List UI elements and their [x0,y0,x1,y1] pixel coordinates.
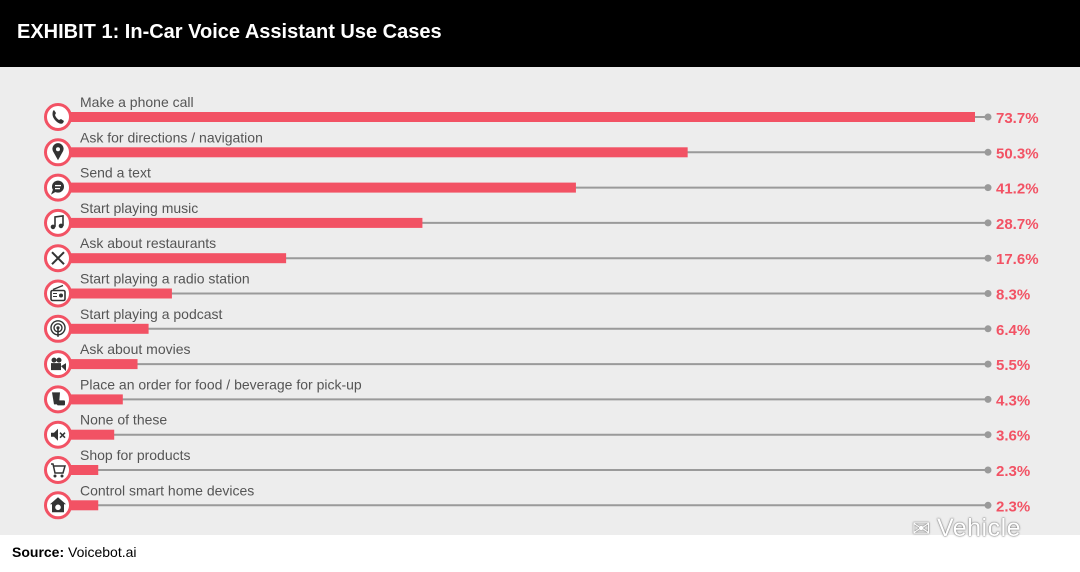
watermark-text: Vehicle [936,514,1022,542]
chart-row: 8.3% Start playing a radio station [44,271,1030,308]
track-end-dot [984,325,992,333]
wechat-icon: ✉ [912,516,931,541]
value-label: 5.5% [996,357,1030,374]
value-label: 50.3% [996,145,1039,162]
movie-camera-icon [51,357,66,372]
chart-row: 73.7% Make a phone call [44,94,1039,131]
value-label: 41.2% [996,181,1039,198]
value-label: 2.3% [996,463,1030,480]
category-label: Ask about movies [80,341,191,357]
source-note: Source: Voicebot.ai [12,544,137,560]
smart-home-icon [50,497,66,513]
value-label: 3.6% [996,428,1030,445]
bar [70,147,688,158]
value-label: 8.3% [996,287,1030,304]
chat-bubble-icon [51,180,64,195]
bar [70,182,576,193]
watermark: ✉ Vehicle [912,514,1021,543]
track-end-dot [984,219,992,227]
radio-icon [50,284,66,302]
chart-row: 41.2% Send a text [44,165,1039,202]
bar [70,323,149,334]
category-label: Make a phone call [80,94,194,110]
bar [70,465,99,475]
category-label: Ask about restaurants [80,235,216,251]
chart-row: 6.4% Start playing a podcast [44,306,1030,343]
chart-row: 50.3% Ask for directions / navigation [44,129,1039,167]
chart-row: 17.6% Ask about restaurants [44,235,1039,273]
chart-row: 5.5% Ask about movies [44,341,1030,379]
chart-row: 3.6% None of these [44,412,1030,449]
source-label: Source: [12,544,65,560]
category-label: Start playing a radio station [80,271,250,287]
value-label: 17.6% [996,251,1039,268]
category-label: None of these [80,412,167,428]
bar [70,253,287,264]
bar [70,359,138,370]
track-end-dot [984,113,992,121]
chart-row: 2.3% Control smart home devices [44,482,1030,520]
track-end-dot [984,501,992,509]
source-text: Voicebot.ai [68,544,137,560]
bar-chart: 73.7% Make a phone call 50.3% Ask for direc… [44,94,1039,520]
category-label: Shop for products [80,447,191,463]
icon-ring [44,208,72,237]
icon-ring [44,103,72,131]
category-label: Control smart home devices [80,482,254,498]
fork-knife-icon [51,251,65,265]
bar [70,288,172,299]
icon-ring [44,456,72,484]
track-end-dot [984,254,992,262]
bar [70,500,99,511]
value-label: 28.7% [996,216,1039,233]
value-label: 6.4% [996,322,1030,339]
chart-row: 28.7% Start playing music [44,200,1039,237]
icon-ring [44,279,72,308]
track-end-dot [984,290,992,297]
bar [70,217,423,228]
track-end-dot [984,148,992,156]
chart-row: 2.3% Shop for products [44,447,1030,484]
food-order-icon [52,392,65,406]
value-label: 73.7% [996,110,1039,127]
category-label: Start playing music [80,200,198,216]
value-label: 2.3% [996,498,1030,515]
bar [70,394,123,405]
category-label: Start playing a podcast [80,306,223,322]
track-end-dot [984,431,992,439]
category-label: Ask for directions / navigation [80,129,263,145]
map-pin-icon [52,143,64,161]
bar [70,429,115,440]
phone-icon [52,110,64,124]
chart-row: 4.3% Place an order for food / beverage f… [44,376,1030,414]
track-end-dot [984,466,992,474]
shopping-cart-icon [51,463,66,478]
category-label: Send a text [80,165,151,181]
value-label: 4.3% [996,392,1030,409]
track-end-dot [984,184,992,192]
chart-header: EXHIBIT 1: In-Car Voice Assistant Use Ca… [0,0,1080,67]
track-end-dot [984,395,992,403]
music-note-icon [50,214,64,230]
track-end-dot [984,360,992,368]
chart-title: EXHIBIT 1: In-Car Voice Assistant Use Ca… [17,21,442,43]
podcast-icon [50,320,66,337]
category-label: Place an order for food / beverage for p… [80,376,362,392]
mute-icon [51,428,66,441]
chart-panel: 73.7% Make a phone call 50.3% Ask for direc… [0,67,1080,535]
bar [70,112,975,122]
